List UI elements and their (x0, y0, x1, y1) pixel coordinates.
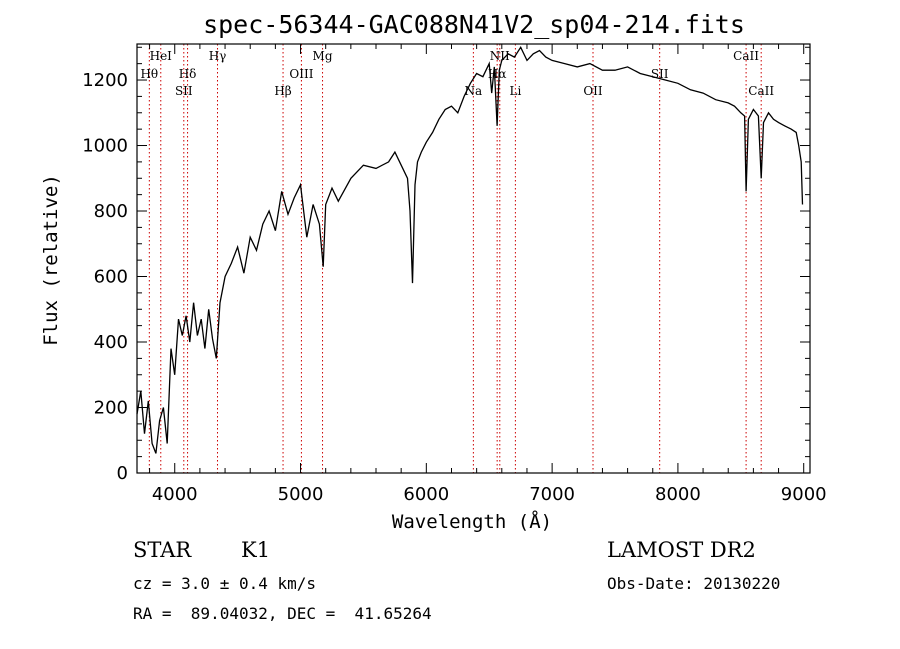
x-tick-label-4000: 4000 (152, 484, 198, 505)
x-tick-label-9000: 9000 (781, 484, 827, 505)
observation-date: Obs-Date: 20130220 (607, 574, 781, 593)
line-label-0: Hθ (140, 67, 158, 81)
chart-title: spec-56344-GAC088N41V2_sp04-214.fits (203, 10, 745, 39)
line-label-15: CaII (748, 84, 774, 98)
x-tick-label-7000: 7000 (529, 484, 575, 505)
y-tick-label-0: 0 (117, 463, 128, 484)
line-label-7: Mg (313, 49, 333, 63)
line-label-14: CaII (733, 49, 759, 63)
line-label-11: Li (509, 84, 521, 98)
x-tick-label-5000: 5000 (278, 484, 324, 505)
velocity-readout: cz = 3.0 ± 0.4 km/s (133, 574, 317, 593)
object-subclass: K1 (241, 538, 271, 562)
y-tick-label-800: 800 (94, 201, 128, 222)
line-label-1: HeI (150, 49, 173, 63)
y-axis-label: Flux (relative) (40, 174, 62, 346)
coordinates-readout: RA = 89.04032, DEC = 41.65264 (133, 604, 432, 623)
plot-frame (136, 43, 811, 474)
line-label-2: Hδ (179, 67, 197, 81)
x-axis: 4000 5000 6000 7000 8000 9000 (149, 44, 827, 505)
line-label-9: Hα (488, 67, 507, 81)
line-label-4: Hγ (209, 49, 227, 63)
x-tick-label-8000: 8000 (655, 484, 701, 505)
line-label-8: NII (490, 49, 510, 63)
line-label-12: OII (583, 84, 603, 98)
line-label-3: SII (175, 84, 193, 98)
y-tick-label-200: 200 (94, 398, 128, 419)
x-axis-label: Wavelength (Å) (392, 510, 552, 533)
y-tick-label-1000: 1000 (82, 136, 128, 157)
y-tick-label-600: 600 (94, 267, 128, 288)
y-axis: 0 200 400 600 800 1000 1200 (82, 46, 810, 484)
survey-name: LAMOST DR2 (607, 538, 756, 562)
x-tick-label-6000: 6000 (403, 484, 449, 505)
line-label-5: Hβ (274, 84, 291, 98)
line-label-6: OIII (289, 67, 313, 81)
y-tick-label-400: 400 (94, 332, 128, 353)
object-class: STAR (133, 538, 192, 562)
spectrum-series-line (136, 45, 804, 454)
y-tick-label-1200: 1200 (82, 70, 128, 91)
